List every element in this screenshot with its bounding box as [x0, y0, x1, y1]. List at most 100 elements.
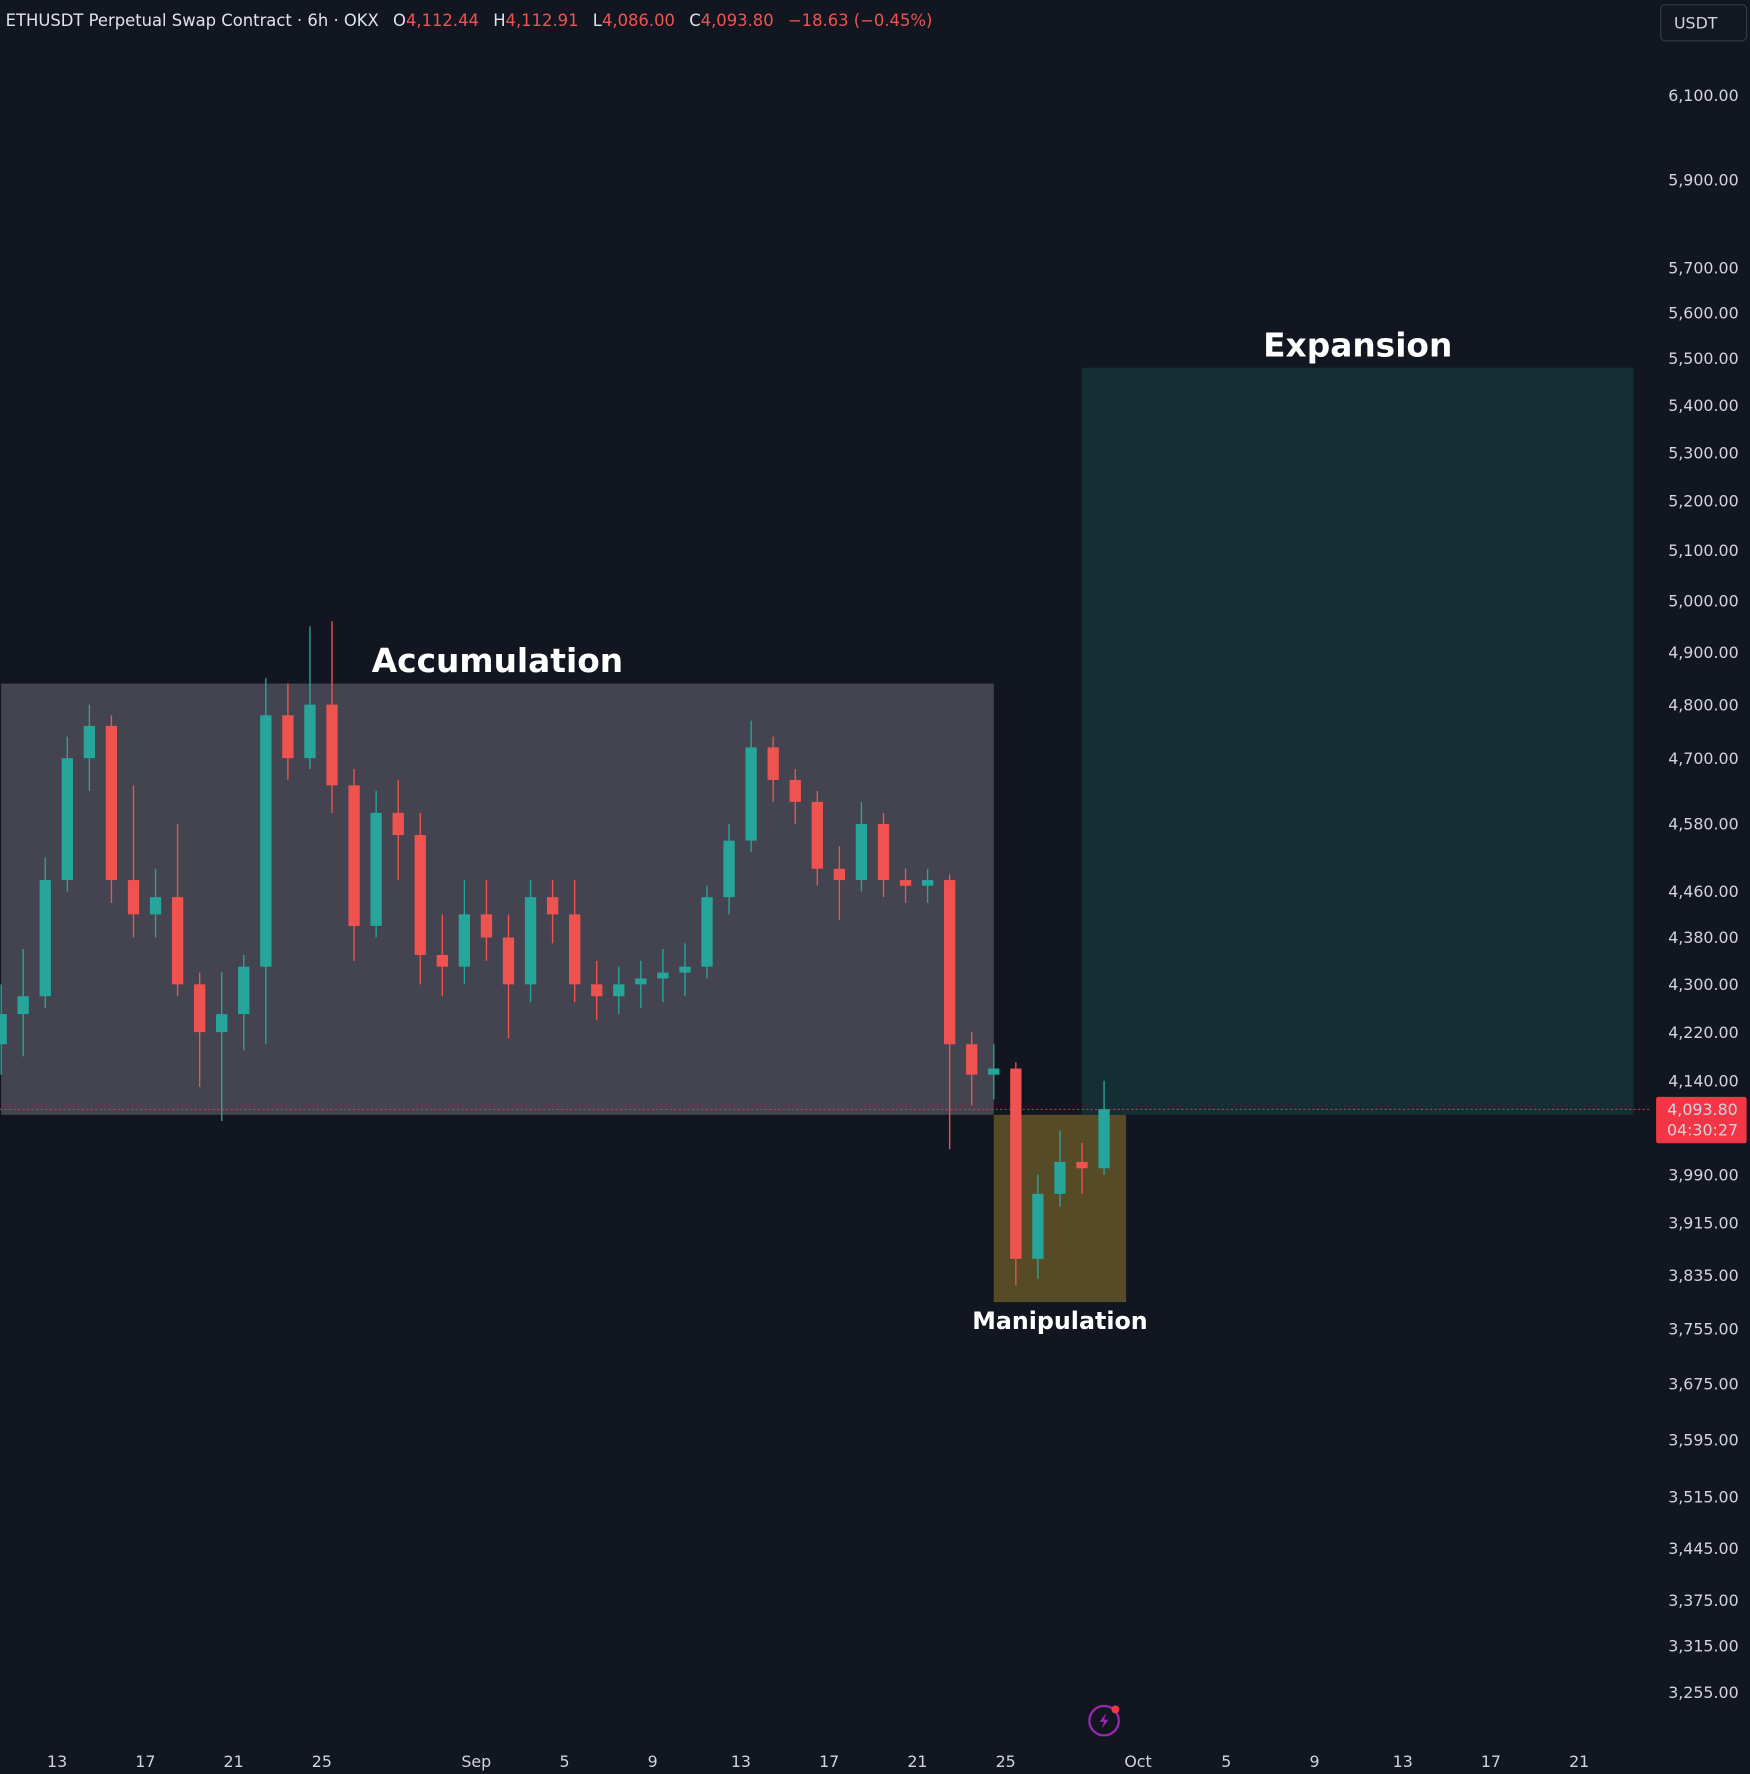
lightning-bolt-glyph [1099, 1712, 1109, 1729]
candle [216, 972, 228, 1122]
candle [480, 880, 493, 961]
last-price-value: 4,093.80 [1667, 1100, 1738, 1119]
candle [83, 704, 96, 791]
candle-body [414, 835, 426, 955]
time-tick-label: 9 [1309, 1752, 1319, 1771]
open-label: O [393, 11, 406, 30]
candle-body [723, 840, 735, 898]
time-tick-label: 13 [731, 1752, 751, 1771]
zone-labels-layer: Accumulation Manipulation Expansion [372, 326, 1453, 1335]
candle [171, 823, 184, 997]
candle [657, 949, 669, 1003]
price-tick-label: 3,755.00 [1668, 1320, 1739, 1339]
candle-body [348, 785, 360, 926]
candle-body [635, 978, 647, 985]
time-tick-label: 5 [1221, 1752, 1231, 1771]
low-value: 4,086.00 [602, 11, 675, 30]
price-tick-label: 4,380.00 [1668, 928, 1739, 947]
candle [61, 736, 73, 892]
candle-body [502, 937, 515, 985]
expansion-label: Expansion [1263, 326, 1452, 364]
time-tick-label: 25 [312, 1752, 332, 1771]
candle [149, 868, 162, 938]
candle [811, 790, 823, 886]
low-label: L [593, 11, 603, 30]
price-tick-label: 3,315.00 [1668, 1637, 1739, 1656]
high-value: 4,112.91 [506, 11, 579, 30]
candle-body [326, 704, 338, 786]
price-tick-label: 5,200.00 [1668, 492, 1739, 511]
candles-layer [0, 621, 1110, 1286]
time-tick-label: 21 [1569, 1752, 1589, 1771]
candle-body [39, 880, 51, 997]
candle-body [855, 823, 868, 881]
candle [591, 960, 603, 1021]
accumulation-zone [1, 683, 994, 1115]
price-tick-label: 3,445.00 [1668, 1539, 1739, 1558]
price-tick-label: 3,915.00 [1668, 1214, 1739, 1233]
price-tick-label: 5,700.00 [1668, 258, 1739, 277]
candle [767, 736, 779, 802]
candle-body [1032, 1193, 1044, 1259]
close-value: 4,093.80 [701, 11, 774, 30]
price-tick-label: 3,990.00 [1668, 1165, 1739, 1184]
candle [745, 720, 757, 852]
candle-body [194, 984, 206, 1033]
currency-label: USDT [1674, 13, 1718, 32]
candle [326, 621, 338, 813]
candle-body [127, 880, 140, 915]
price-tick-label: 4,800.00 [1668, 695, 1739, 714]
close-label: C [689, 11, 700, 30]
candle-body [105, 725, 118, 881]
candle-body [833, 868, 846, 881]
price-tick-label: 4,300.00 [1668, 975, 1739, 994]
candle [524, 880, 537, 1003]
candle [701, 885, 713, 979]
candle [436, 914, 448, 997]
candle-body [524, 897, 537, 985]
price-tick-label: 4,580.00 [1668, 815, 1739, 834]
price-tick-label: 3,515.00 [1668, 1488, 1739, 1507]
candle-body [701, 897, 713, 967]
header-legend: ETHUSDT Perpetual Swap Contract · 6h · O… [6, 11, 933, 30]
candle [260, 678, 272, 1045]
candle-body [966, 1044, 978, 1075]
candle [613, 966, 625, 1015]
candle-body [61, 758, 73, 881]
candle [502, 914, 515, 1039]
candle-body [216, 1014, 228, 1033]
candle [899, 868, 912, 903]
candle [833, 846, 846, 921]
candle-body [0, 1014, 7, 1045]
expansion-zone [1082, 367, 1634, 1115]
price-tick-label: 5,000.00 [1668, 591, 1739, 610]
candle-body [1098, 1109, 1110, 1169]
open-value: 4,112.44 [406, 11, 479, 30]
price-tick-label: 4,220.00 [1668, 1023, 1739, 1042]
price-tick-label: 5,500.00 [1668, 349, 1739, 368]
lightning-icon[interactable] [1088, 1704, 1120, 1737]
candle-body [613, 984, 625, 997]
price-tick-label: 3,255.00 [1668, 1683, 1739, 1702]
candle-body [458, 914, 471, 967]
candle-body [811, 801, 823, 869]
time-axis[interactable]: 13 17 21 25 Sep 5 9 13 17 21 25 Oct 5 9 13 17 21 [47, 1752, 1589, 1771]
candle [679, 943, 691, 997]
time-tick-label: 21 [224, 1752, 244, 1771]
candle-body [1054, 1161, 1066, 1194]
candle-body [789, 779, 801, 802]
candle-body [944, 880, 956, 1045]
candle-body [1010, 1068, 1022, 1259]
candle-body [921, 880, 934, 886]
candle [546, 880, 559, 944]
candle-body [392, 812, 404, 836]
candle [238, 954, 250, 1051]
price-tick-label: 3,375.00 [1668, 1591, 1739, 1610]
time-tick-label: 13 [47, 1752, 67, 1771]
currency-button[interactable]: USDT [1660, 4, 1748, 42]
candle-body [899, 880, 912, 886]
price-axis[interactable]: 6,100.00 5,900.00 5,700.00 5,600.00 5,500.00… [1668, 86, 1739, 1702]
price-tick-label: 5,300.00 [1668, 443, 1739, 462]
candle [1054, 1130, 1066, 1207]
